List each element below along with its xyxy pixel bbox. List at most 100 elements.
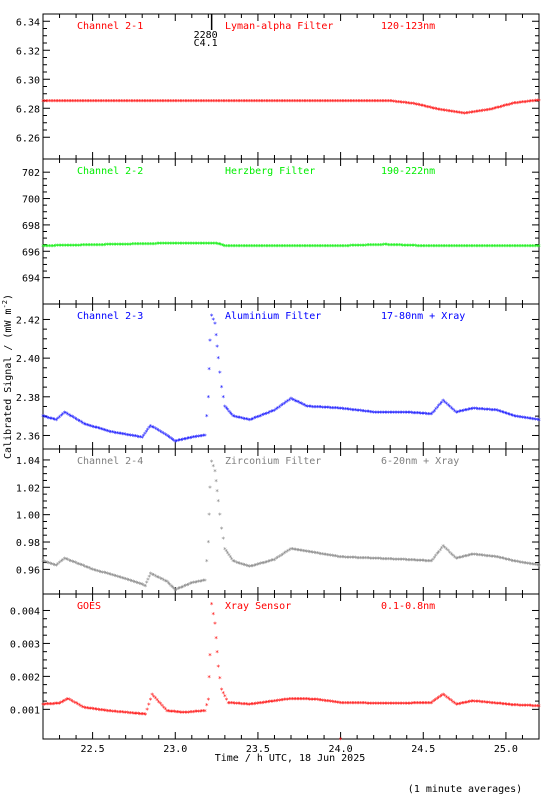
data-point: * bbox=[428, 411, 432, 419]
data-point: * bbox=[200, 98, 204, 106]
y-tick-label: 6.28 bbox=[16, 104, 40, 115]
data-point: * bbox=[44, 559, 48, 567]
data-point: * bbox=[188, 709, 192, 717]
data-point: * bbox=[141, 432, 145, 440]
data-point: * bbox=[279, 552, 283, 560]
data-point: * bbox=[281, 98, 285, 106]
data-point: * bbox=[474, 698, 478, 706]
data-point: * bbox=[203, 577, 207, 585]
data-point: * bbox=[203, 708, 207, 716]
data-point: * bbox=[92, 98, 96, 106]
data-point: * bbox=[76, 561, 80, 569]
data-point: * bbox=[181, 584, 185, 592]
data-point: * bbox=[517, 100, 521, 108]
data-point: * bbox=[268, 558, 272, 566]
data-point: * bbox=[193, 709, 197, 717]
data-point: * bbox=[178, 240, 182, 248]
data-point: * bbox=[508, 412, 512, 420]
data-point: * bbox=[80, 98, 84, 106]
data-point: * bbox=[386, 98, 390, 106]
data-point: * bbox=[127, 710, 131, 718]
data-point: * bbox=[310, 243, 314, 251]
data-point: * bbox=[497, 701, 501, 709]
data-point: * bbox=[340, 700, 344, 708]
data-point: * bbox=[248, 564, 252, 572]
data-point: * bbox=[289, 546, 293, 554]
data-point: * bbox=[223, 546, 227, 554]
data-point: * bbox=[153, 573, 157, 581]
data-point: * bbox=[307, 696, 311, 704]
data-point: * bbox=[534, 243, 538, 251]
data-point: * bbox=[345, 98, 349, 106]
data-point: * bbox=[370, 700, 374, 708]
data-point: * bbox=[471, 698, 475, 706]
data-point: * bbox=[43, 243, 47, 251]
data-point: * bbox=[462, 110, 466, 118]
data-point: * bbox=[213, 320, 217, 328]
data-point: * bbox=[112, 242, 116, 250]
data-point: * bbox=[42, 559, 46, 567]
panel-3: 2.362.382.402.42 Channel 2-3 Aluminium Fil… bbox=[16, 303, 541, 450]
data-point: * bbox=[48, 560, 52, 568]
data-point: * bbox=[184, 583, 188, 591]
data-point: * bbox=[525, 243, 529, 251]
data-point: * bbox=[147, 241, 151, 249]
data-point: * bbox=[231, 558, 235, 566]
data-point: * bbox=[307, 404, 311, 412]
data-point: * bbox=[535, 417, 539, 425]
data-point: * bbox=[276, 405, 280, 413]
data-point: * bbox=[67, 412, 71, 420]
data-point: * bbox=[367, 555, 371, 563]
data-point: * bbox=[305, 98, 309, 106]
data-point: * bbox=[265, 410, 269, 418]
data-point: * bbox=[329, 98, 333, 106]
data-point: * bbox=[512, 243, 516, 251]
data-point: * bbox=[158, 241, 162, 249]
data-point: * bbox=[231, 243, 235, 251]
data-point: * bbox=[44, 414, 48, 422]
data-point: * bbox=[115, 574, 119, 582]
data-point: * bbox=[398, 409, 402, 417]
data-point: * bbox=[48, 415, 52, 423]
data-point: * bbox=[466, 699, 470, 707]
data-point: * bbox=[139, 711, 143, 719]
data-point: * bbox=[489, 243, 493, 251]
data-point: * bbox=[500, 701, 504, 709]
data-point: * bbox=[489, 407, 493, 415]
data-point: * bbox=[60, 98, 64, 106]
data-point: * bbox=[130, 433, 134, 441]
data-point: * bbox=[522, 702, 526, 710]
data-point: * bbox=[77, 702, 81, 710]
data-point: * bbox=[325, 698, 329, 706]
data-point: * bbox=[512, 558, 516, 566]
data-point: * bbox=[446, 243, 450, 251]
data-point: * bbox=[257, 700, 261, 708]
data-point: * bbox=[195, 434, 199, 442]
panel-label: Channel 2-1 bbox=[77, 21, 143, 32]
series: ****************************************… bbox=[41, 240, 541, 251]
data-point: * bbox=[287, 98, 291, 106]
data-point: * bbox=[117, 241, 121, 249]
data-point: * bbox=[317, 98, 321, 106]
data-point: * bbox=[446, 402, 450, 410]
data-point: * bbox=[221, 394, 225, 402]
data-point: * bbox=[224, 98, 228, 106]
data-point: * bbox=[441, 692, 445, 700]
data-point: * bbox=[223, 403, 227, 411]
data-point: * bbox=[327, 243, 331, 251]
data-point: * bbox=[286, 548, 290, 556]
data-point: * bbox=[82, 421, 86, 429]
series: ****************************************… bbox=[41, 601, 541, 744]
data-point: * bbox=[380, 700, 384, 708]
data-point: * bbox=[422, 700, 426, 708]
data-point: * bbox=[193, 434, 197, 442]
data-point: * bbox=[268, 699, 272, 707]
data-point: * bbox=[185, 709, 189, 717]
data-point: * bbox=[375, 242, 379, 250]
data-point: * bbox=[338, 700, 342, 708]
data-point: * bbox=[512, 100, 516, 108]
data-point: * bbox=[282, 550, 286, 558]
data-point: * bbox=[464, 243, 468, 251]
data-point: * bbox=[420, 410, 424, 418]
data-point: * bbox=[487, 107, 491, 115]
